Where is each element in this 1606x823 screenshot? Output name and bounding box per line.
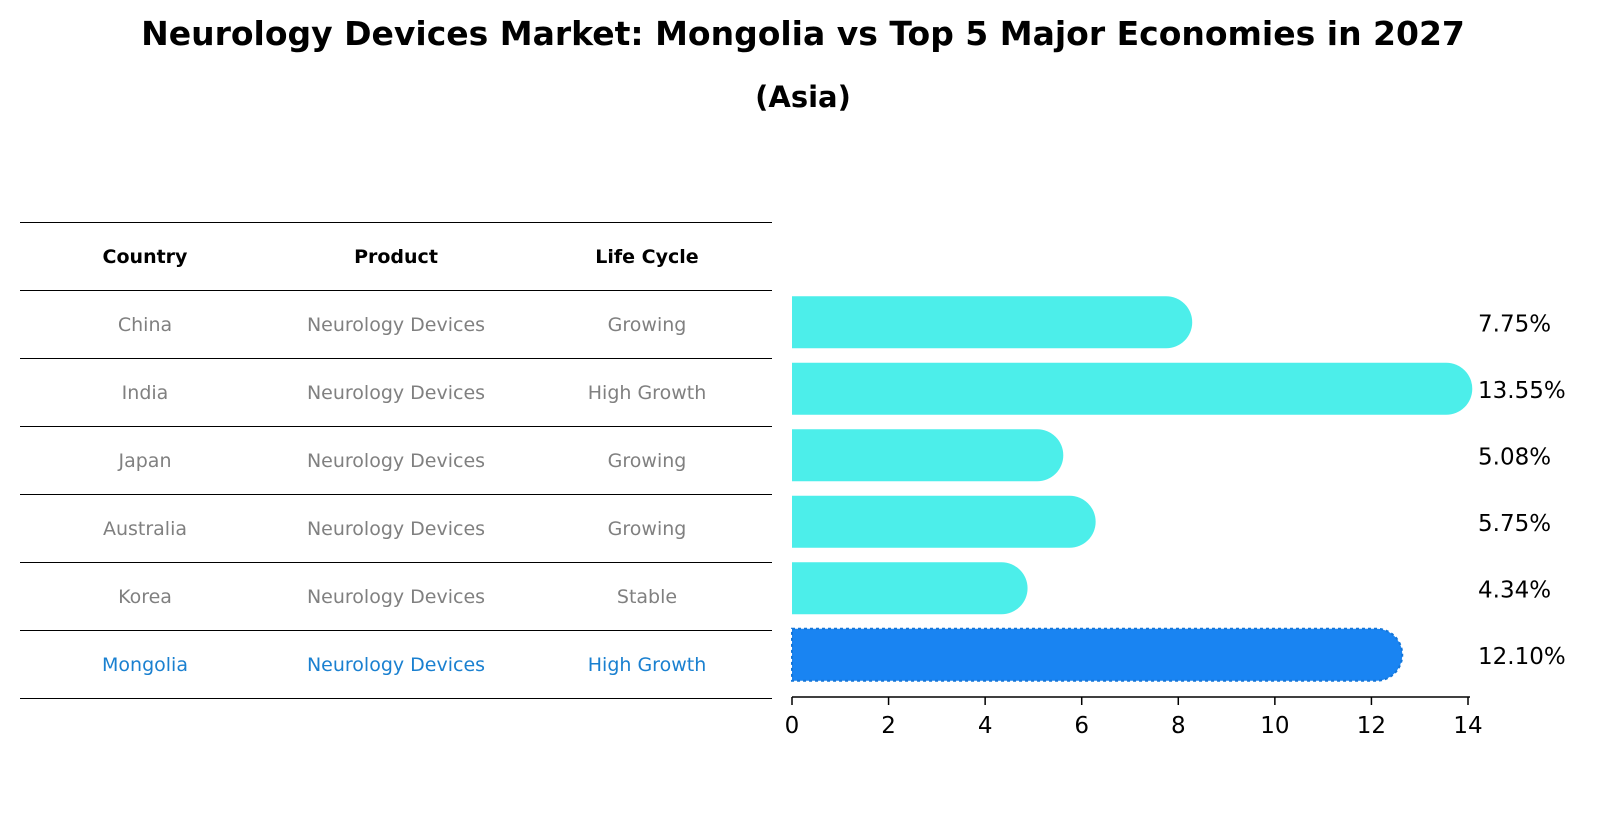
life-cycle-cell: High Growth: [587, 653, 707, 676]
country-cell: Mongolia: [102, 653, 188, 676]
header-life-cycle: Life Cycle: [595, 245, 699, 268]
product-cell: Neurology Devices: [306, 585, 486, 608]
bar-korea: [792, 562, 1028, 615]
bar-india: [792, 362, 1473, 415]
country-cell: Japan: [118, 449, 172, 472]
bar-australia: [792, 495, 1096, 548]
x-tick-label: 2: [881, 713, 896, 739]
product-cell: Neurology Devices: [306, 313, 486, 336]
header-country: Country: [102, 245, 188, 268]
life-cycle-cell: Growing: [607, 517, 687, 540]
table-row: Australia Neurology Devices Growing: [20, 495, 772, 563]
value-label: 4.34%: [1478, 577, 1551, 603]
life-cycle-cell: Growing: [607, 449, 687, 472]
x-tick-label: 6: [1074, 713, 1089, 739]
value-label: 5.08%: [1478, 444, 1551, 470]
table-row: Korea Neurology Devices Stable: [20, 563, 772, 631]
value-label: 12.10%: [1478, 644, 1566, 670]
header-product: Product: [354, 245, 438, 268]
life-cycle-cell: Stable: [616, 585, 678, 608]
country-cell: Australia: [102, 517, 188, 540]
chart-title: Neurology Devices Market: Mongolia vs To…: [141, 14, 1465, 53]
life-cycle-cell: Growing: [607, 313, 687, 336]
country-cell: India: [121, 381, 169, 404]
table-row-highlight: Mongolia Neurology Devices High Growth: [20, 631, 772, 699]
x-tick-label: 14: [1453, 713, 1482, 739]
product-cell: Neurology Devices: [306, 653, 486, 676]
table-row: India Neurology Devices High Growth: [20, 359, 772, 427]
data-table: Country Product Life Cycle China Neurolo…: [20, 222, 772, 699]
bar-japan: [792, 429, 1064, 482]
value-label: 7.75%: [1478, 311, 1551, 337]
bar-mongolia: [791, 627, 1404, 682]
chart-subtitle: (Asia): [755, 80, 851, 114]
product-cell: Neurology Devices: [306, 381, 486, 404]
table-row: China Neurology Devices Growing: [20, 291, 772, 359]
x-tick-label: 8: [1171, 713, 1186, 739]
product-cell: Neurology Devices: [306, 449, 486, 472]
bar-china: [792, 296, 1193, 349]
value-label: 5.75%: [1478, 511, 1551, 537]
x-tick-label: 12: [1357, 713, 1386, 739]
life-cycle-cell: High Growth: [587, 381, 707, 404]
x-tick-label: 10: [1260, 713, 1289, 739]
product-cell: Neurology Devices: [306, 517, 486, 540]
table-row: Japan Neurology Devices Growing: [20, 427, 772, 495]
country-cell: China: [117, 313, 173, 336]
x-tick-label: 4: [978, 713, 993, 739]
x-tick-label: 0: [785, 713, 800, 739]
country-cell: Korea: [118, 585, 172, 608]
table-header-row: Country Product Life Cycle: [20, 222, 772, 291]
value-label: 13.55%: [1478, 378, 1566, 404]
